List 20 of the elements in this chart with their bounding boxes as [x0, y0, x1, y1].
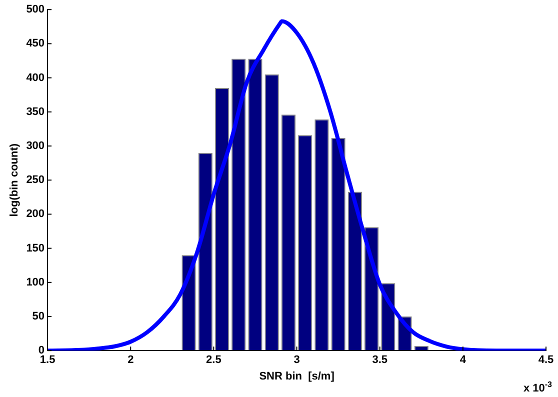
x-tick-label: 4.5: [538, 354, 554, 366]
x-tick-label: 4: [460, 354, 467, 366]
y-tick-label: 450: [26, 38, 45, 50]
y-tick-label: 100: [26, 276, 45, 288]
y-axis-title: log(bin count): [8, 143, 21, 217]
y-tick-label: 500: [26, 4, 45, 16]
x-tick-label: 3: [294, 354, 300, 366]
x-tick-label: 3.5: [372, 354, 388, 366]
x-axis-title: SNR bin [s/m]: [259, 370, 335, 382]
y-tick-label: 300: [26, 140, 45, 152]
y-tick-label: 200: [26, 208, 45, 220]
text: x 10$^{-3}$: [523, 380, 552, 395]
x-tick-label: 2.5: [206, 354, 222, 366]
y-tick-label: 150: [26, 242, 45, 254]
x-tick-label: 1.5: [40, 354, 56, 366]
x-tick-label: 2: [128, 354, 134, 366]
y-tick-label: 250: [26, 174, 45, 186]
y-tick-label: 400: [26, 72, 45, 84]
y-tick-label: 50: [32, 310, 45, 323]
y-tick-label: 350: [26, 106, 45, 118]
